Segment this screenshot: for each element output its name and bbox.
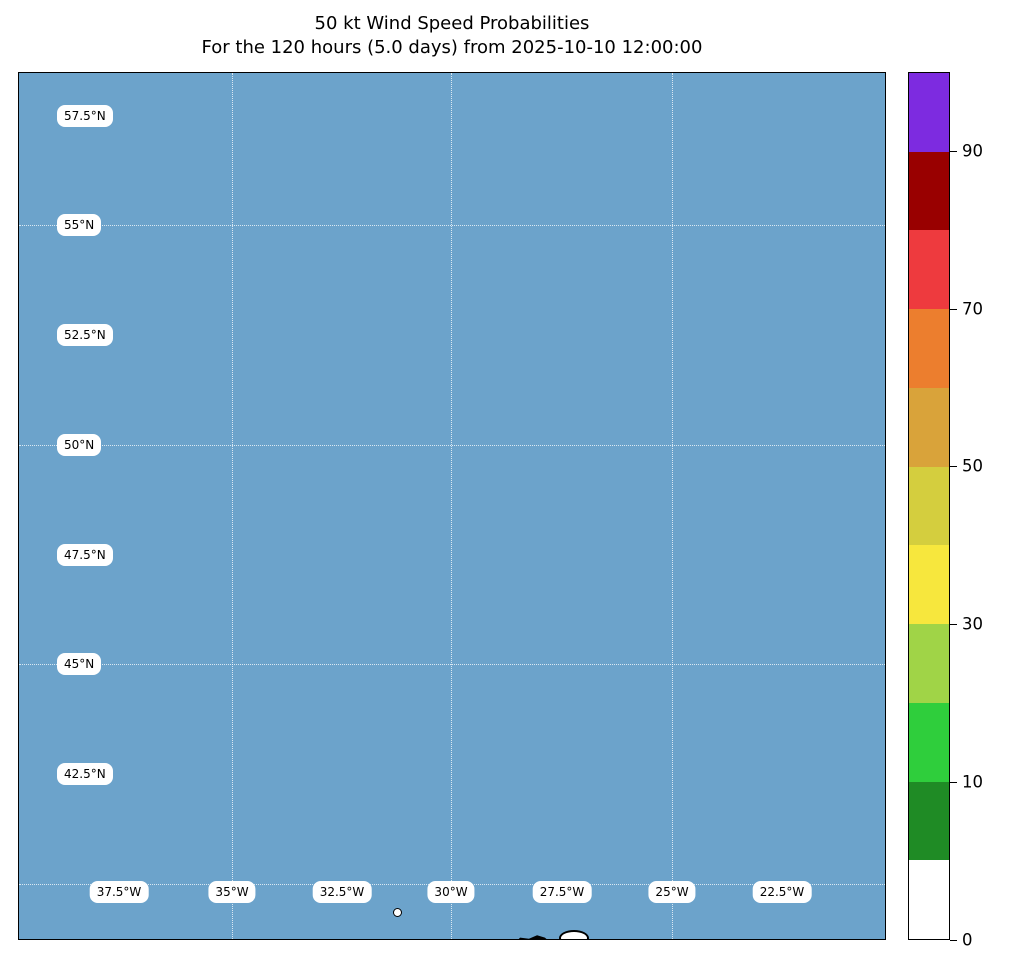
- colorbar-segment-90-100: [909, 73, 949, 152]
- island-outline-oval: [559, 930, 589, 939]
- colorbar-segment-30-40: [909, 545, 949, 625]
- lat-label-57-5n: 57.5°N: [57, 105, 113, 127]
- lat-label-52-5n: 52.5°N: [57, 324, 113, 346]
- colorbar-segment-20-30: [909, 624, 949, 703]
- colorbar: [908, 72, 950, 940]
- colorbar-segment-0-5: [909, 860, 949, 940]
- colorbar-tick-10: [950, 782, 957, 783]
- colorbar-tick-label-70: 70: [962, 299, 983, 319]
- lon-label-32-5w: 32.5°W: [312, 881, 372, 903]
- colorbar-tick-label-50: 50: [962, 456, 983, 476]
- colorbar-segment-60-70: [909, 309, 949, 388]
- lat-label-47-5n: 47.5°N: [57, 544, 113, 566]
- lat-label-42-5n: 42.5°N: [57, 763, 113, 785]
- colorbar-tick-90: [950, 151, 957, 152]
- colorbar-tick-label-10: 10: [962, 772, 983, 792]
- colorbar-segment-50-60: [909, 387, 949, 467]
- lon-label-27-5w: 27.5°W: [532, 881, 592, 903]
- gridline-horizontal-50n: [19, 445, 885, 446]
- lat-label-45n: 45°N: [57, 653, 102, 675]
- lon-label-37-5w: 37.5°W: [89, 881, 149, 903]
- colorbar-segment-70-80: [909, 230, 949, 310]
- gridline-vertical-35w: [232, 73, 233, 939]
- chart-title-line1: 50 kt Wind Speed Probabilities: [314, 13, 590, 34]
- colorbar-tick-30: [950, 624, 957, 625]
- gridline-horizontal-45n: [19, 664, 885, 665]
- gridline-vertical-25w: [672, 73, 673, 939]
- lat-label-50n: 50°N: [57, 434, 102, 456]
- lon-label-30w: 30°W: [427, 881, 475, 903]
- lon-label-35w: 35°W: [208, 881, 256, 903]
- map-canvas: 57.5°N 55°N 52.5°N 50°N 47.5°N 45°N 42.5…: [18, 72, 886, 940]
- chart-title-line2: For the 120 hours (5.0 days) from 2025-1…: [201, 37, 703, 58]
- colorbar-segment-80-90: [909, 151, 949, 231]
- lon-label-25w: 25°W: [648, 881, 696, 903]
- colorbar-tick-label-30: 30: [962, 614, 983, 634]
- colorbar-tick-50: [950, 466, 957, 467]
- colorbar-tick-0: [950, 940, 957, 941]
- colorbar-tick-70: [950, 309, 957, 310]
- lon-label-22-5w: 22.5°W: [752, 881, 812, 903]
- colorbar-segment-10-20: [909, 702, 949, 782]
- island-outline-circle: [393, 908, 402, 917]
- colorbar-tick-label-90: 90: [962, 141, 983, 161]
- lat-label-55n: 55°N: [57, 214, 102, 236]
- island-outline-blob: [516, 935, 550, 939]
- gridline-horizontal-55n: [19, 225, 885, 226]
- chart-title: 50 kt Wind Speed Probabilities For the 1…: [18, 12, 886, 60]
- colorbar-tick-label-0: 0: [962, 930, 973, 950]
- gridline-vertical-30w: [451, 73, 452, 939]
- colorbar-segment-5-10: [909, 781, 949, 861]
- colorbar-segment-40-50: [909, 466, 949, 546]
